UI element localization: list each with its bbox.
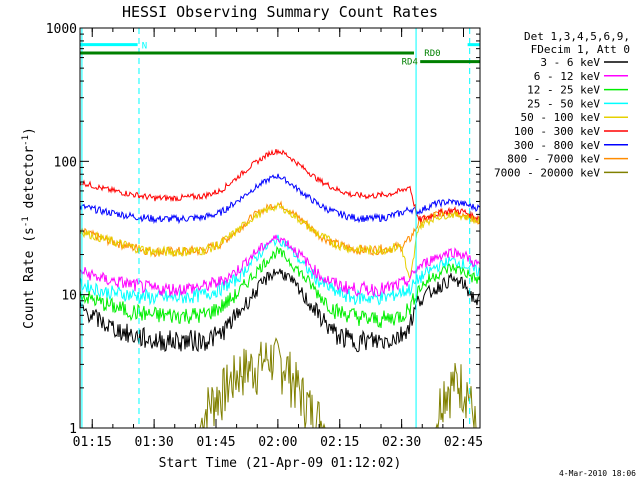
series-line	[80, 201, 480, 280]
legend-label: 12 - 25 keV	[527, 84, 600, 97]
series-line	[80, 268, 480, 353]
x-tick-label: 02:00	[258, 435, 297, 450]
x-tick-label: 01:15	[73, 435, 112, 450]
x-tick-label: 02:45	[444, 435, 483, 450]
x-tick-label: 02:15	[320, 435, 359, 450]
x-tick-label: 01:45	[196, 435, 235, 450]
y-tick-label: 1000	[46, 22, 77, 37]
legend-label: 100 - 300 keV	[514, 125, 600, 138]
series-line	[80, 245, 480, 328]
legend-header: FDecim 1, Att 0	[531, 43, 630, 56]
y-tick-label: 1	[69, 422, 77, 437]
legend-label: 800 - 7000 keV	[507, 153, 600, 166]
y-tick-label: 10	[61, 289, 77, 304]
x-tick-label: 02:30	[382, 435, 421, 450]
x-axis-label: Start Time (21-Apr-09 01:12:02)	[159, 456, 402, 471]
annotation-label: RD4	[402, 58, 418, 68]
legend-label: 300 - 800 keV	[514, 139, 600, 152]
legend-header: Det 1,3,4,5,6,9,	[524, 30, 630, 43]
series-line	[80, 173, 480, 225]
chart-title: HESSI Observing Summary Count Rates	[122, 3, 438, 21]
plot-area: N RD0 RD4	[79, 27, 481, 429]
legend-label: 6 - 12 keV	[534, 70, 601, 83]
legend-label: 25 - 50 keV	[527, 97, 600, 110]
y-axis-label: Count Rate (s-1 detector-1)	[21, 127, 37, 329]
plot-frame	[79, 27, 481, 429]
series-line	[80, 234, 480, 306]
series-line	[80, 234, 480, 298]
y-axis: 1 10 100 1000	[46, 22, 480, 437]
series-line	[80, 337, 480, 428]
footer-date: 4-Mar-2010 18:06	[559, 469, 636, 478]
x-tick-label: 01:30	[135, 435, 174, 450]
legend: Det 1,3,4,5,6,9,FDecim 1, Att 03 - 6 keV…	[494, 30, 630, 179]
legend-label: 7000 - 20000 keV	[494, 166, 600, 179]
x-axis: 01:15 01:30 01:45 02:00 02:15 02:30 02:45	[73, 28, 483, 450]
legend-label: 3 - 6 keV	[540, 56, 600, 69]
y-tick-label: 100	[54, 155, 77, 170]
legend-label: 50 - 100 keV	[521, 111, 601, 124]
annotation-label: RD0	[424, 49, 440, 59]
series-line	[80, 148, 480, 223]
annotation-label: N	[142, 42, 147, 52]
